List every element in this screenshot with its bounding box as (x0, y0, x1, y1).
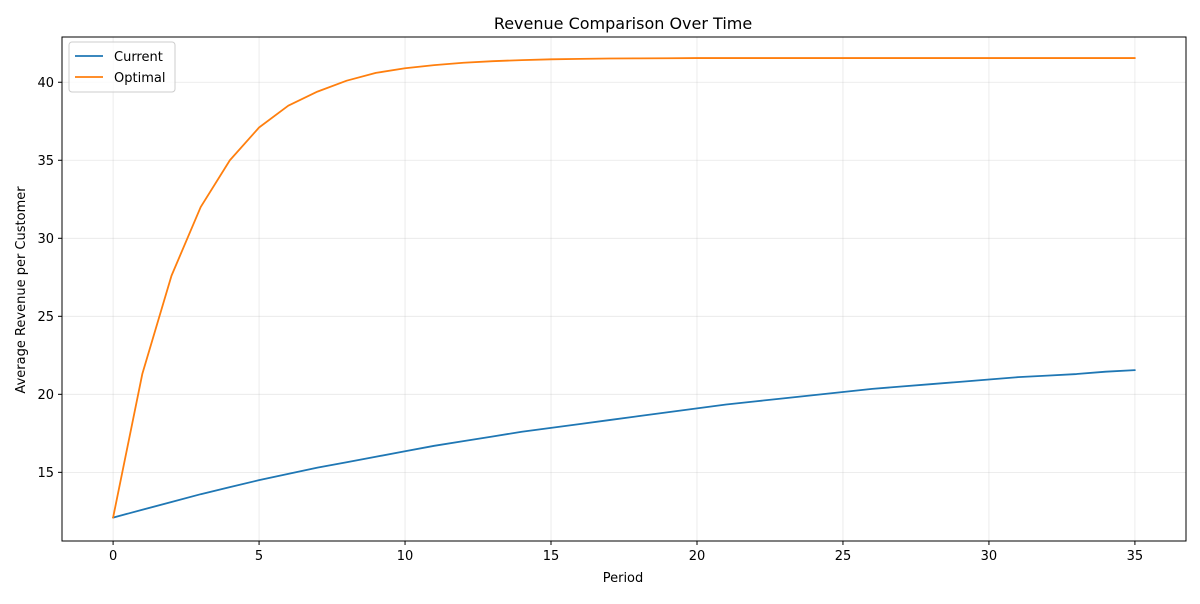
series-line-optimal (112, 57, 1136, 519)
series-lines (112, 57, 1136, 519)
grid (62, 37, 1186, 541)
x-tick-label: 0 (109, 549, 117, 564)
chart-title: Revenue Comparison Over Time (494, 14, 752, 33)
x-axis-label: Period (603, 571, 644, 586)
x-tick-label: 20 (689, 549, 706, 564)
series-line-current (112, 369, 1136, 519)
x-tick-label: 15 (543, 549, 560, 564)
x-tick-label: 10 (397, 549, 414, 564)
x-tick-label: 35 (1127, 549, 1144, 564)
legend-label-current: Current (114, 50, 163, 65)
legend-label-optimal: Optimal (114, 71, 165, 86)
x-tick-label: 5 (255, 549, 263, 564)
y-tick-label: 15 (37, 466, 54, 481)
y-tick-label: 25 (37, 310, 54, 325)
x-tick-label: 30 (981, 549, 998, 564)
y-tick-label: 40 (37, 76, 54, 91)
y-tick-label: 30 (37, 232, 54, 247)
legend: Current Optimal (68, 41, 176, 93)
y-tick-label: 20 (37, 388, 54, 403)
legend-box (68, 41, 176, 93)
axis-ticks: 0 5 10 15 20 25 30 35 15 20 25 30 35 40 (37, 76, 1143, 564)
y-axis-label: Average Revenue per Customer (14, 186, 29, 394)
plot-frame (61, 36, 1187, 542)
y-tick-label: 35 (37, 154, 54, 169)
x-tick-label: 25 (835, 549, 852, 564)
